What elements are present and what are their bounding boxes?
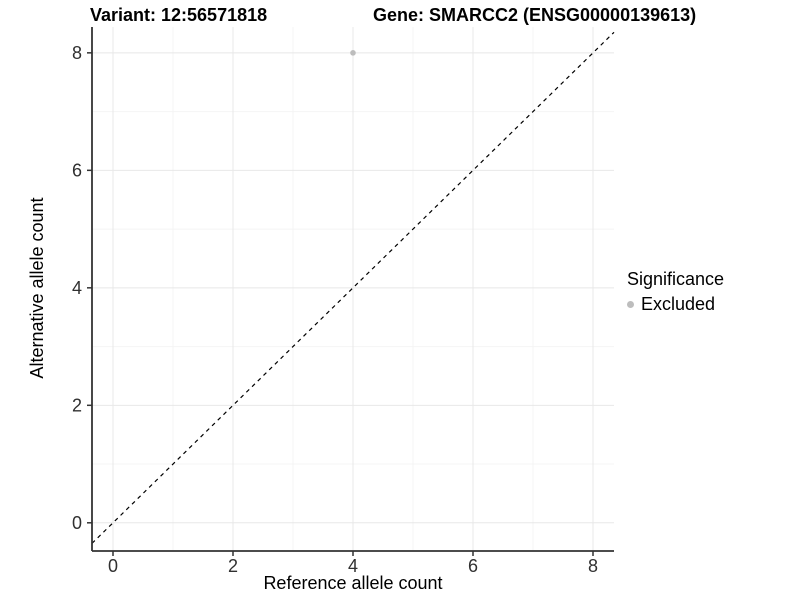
x-axis-title: Reference allele count bbox=[263, 573, 443, 593]
plot-title-gene: Gene: SMARCC2 (ENSG00000139613) bbox=[373, 5, 697, 25]
legend-point-icon bbox=[627, 300, 634, 308]
x-tick-label: 4 bbox=[348, 556, 358, 576]
identity-line bbox=[91, 31, 615, 544]
x-tick-label: 8 bbox=[588, 556, 598, 576]
legend: Significance Excluded bbox=[627, 268, 724, 315]
data-point bbox=[350, 50, 356, 56]
legend-entry-label: Excluded bbox=[641, 294, 716, 314]
legend-title: Significance bbox=[627, 269, 725, 289]
y-tick-label: 4 bbox=[72, 278, 82, 298]
y-axis-title: Alternative allele count bbox=[27, 197, 47, 379]
y-tick-label: 0 bbox=[72, 513, 82, 533]
y-tick-label: 2 bbox=[72, 395, 82, 415]
legend-entry-excluded: Excluded bbox=[627, 293, 724, 315]
y-tick-label: 8 bbox=[72, 43, 82, 63]
x-tick-label: 0 bbox=[108, 556, 118, 576]
x-tick-label: 6 bbox=[468, 556, 478, 576]
x-tick-label: 2 bbox=[228, 556, 238, 576]
plot-title-variant: Variant: 12:56571818 bbox=[90, 5, 268, 25]
y-tick-label: 6 bbox=[72, 160, 82, 180]
